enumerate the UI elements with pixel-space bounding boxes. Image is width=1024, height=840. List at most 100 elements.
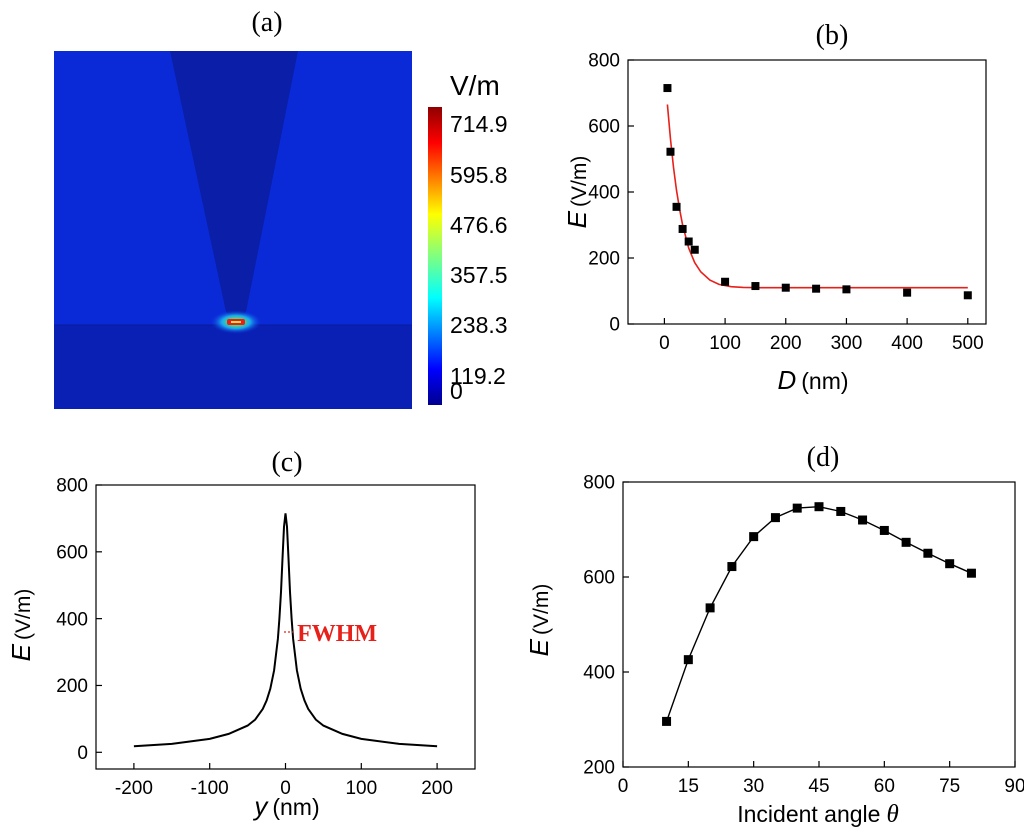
x-tick-label-d: 30 (743, 776, 764, 797)
data-point (879, 525, 889, 535)
axis-label-x-d: Incident angle θ (737, 801, 899, 828)
plot-frame-b (627, 59, 987, 325)
x-var-c: y (252, 791, 269, 821)
axis-label-y-b: E (V/m) (562, 156, 592, 229)
y-var-c: E (6, 643, 36, 661)
panel-a: (a) V/m 714.9 595.8 476.6 357.5 238.3 11… (54, 7, 508, 409)
colorbar-gradient (428, 107, 442, 405)
x-tick-label-c: 0 (280, 778, 291, 799)
data-point (781, 283, 790, 292)
axis-label-y-d: E (V/m) (524, 584, 554, 657)
y-tick-label-d: 400 (583, 663, 615, 684)
data-point (901, 537, 911, 547)
colorbar: V/m 714.9 595.8 476.6 357.5 238.3 119.2 … (428, 70, 508, 405)
data-point (963, 291, 972, 300)
colorbar-tick: 119.2 (450, 363, 506, 389)
probe-tip (170, 51, 298, 317)
data-point (683, 655, 693, 665)
x-tick-label-d: 15 (678, 776, 699, 797)
data-point (690, 245, 699, 254)
data-point (945, 559, 955, 569)
panel-a-label: (a) (251, 7, 282, 38)
plot-frame-c (95, 484, 476, 770)
axes-b: 0 100 200 300 400 500 0 200 400 600 800 (588, 51, 983, 354)
colorbar-tick: 357.5 (450, 262, 508, 288)
y-tick-label-b: 400 (588, 183, 620, 204)
data-point (792, 503, 802, 513)
x-tick-label-c: 200 (421, 778, 453, 799)
panel-c-label: (c) (271, 447, 302, 478)
colorbar-tick: 238.3 (450, 312, 508, 338)
angle-series-line (665, 505, 972, 722)
data-point (751, 282, 760, 291)
axis-label-y-c: E (V/m) (6, 589, 36, 662)
x-tick-label-b: 0 (659, 333, 670, 354)
axis-label-x-b: D (nm) (777, 365, 848, 395)
x-tick-label-b: 400 (891, 333, 923, 354)
x-tick-label-d: 0 (618, 776, 629, 797)
x-var-b: D (777, 365, 796, 395)
axis-label-x-c: y (nm) (252, 791, 319, 821)
x-unit-b: (nm) (801, 368, 848, 394)
axes-c: -200 -100 0 100 200 0 200 400 600 800 (56, 476, 453, 799)
data-point (812, 284, 821, 293)
x-tick-label-d: 45 (808, 776, 829, 797)
y-unit-c: (V/m) (12, 589, 35, 640)
x-tick-label-d: 75 (939, 776, 960, 797)
panel-b-label: (b) (816, 20, 849, 51)
y-tick-label-b: 200 (588, 249, 620, 270)
x-tick-label-c: -200 (115, 778, 153, 799)
fwhm-label: FWHM (297, 621, 377, 647)
x-tick-label-b: 100 (709, 333, 741, 354)
x-tick-label-c: -100 (191, 778, 229, 799)
x-tick-label-b: 500 (952, 333, 984, 354)
field-map (54, 51, 412, 409)
colorbar-tick: 714.9 (450, 111, 508, 137)
y-tick-label-d: 800 (583, 473, 615, 494)
data-point (770, 513, 780, 523)
y-var-d: E (524, 638, 554, 656)
data-point (678, 224, 687, 233)
x-unit-c: (nm) (272, 794, 319, 820)
y-tick-label-d: 600 (583, 568, 615, 589)
data-point (666, 147, 675, 156)
colorbar-unit: V/m (450, 70, 500, 101)
y-tick-label-c: 200 (56, 676, 88, 697)
x-symbol-d: θ (886, 801, 898, 828)
data-point (662, 716, 672, 726)
data-point (721, 277, 730, 286)
data-point (663, 84, 672, 93)
y-unit-d: (V/m) (530, 584, 553, 635)
data-points-d (662, 502, 976, 726)
data-point (672, 202, 681, 211)
colorbar-tick: 595.8 (450, 162, 508, 188)
y-unit-b: (V/m) (568, 156, 591, 207)
y-tick-label-c: 600 (56, 542, 88, 563)
hotspot-center (231, 321, 241, 323)
x-tick-label-d: 60 (874, 776, 895, 797)
y-tick-label-b: 0 (609, 315, 620, 336)
panel-d: (d) 0 15 30 45 60 75 90 200 400 600 800 Incident a… (524, 442, 1024, 828)
substrate (54, 325, 412, 409)
colorbar-tick: 0 (450, 378, 463, 404)
data-point (749, 532, 759, 542)
data-point (836, 506, 846, 516)
x-tick-label-c: 100 (345, 778, 377, 799)
y-tick-label-d: 200 (583, 758, 615, 779)
data-points-b (663, 84, 972, 300)
plot-frame-d (622, 481, 1016, 768)
x-tick-label-d: 90 (1004, 776, 1024, 797)
data-point (842, 285, 851, 294)
data-point (684, 237, 693, 246)
data-point (727, 562, 737, 572)
data-point (705, 603, 715, 613)
panel-d-label: (d) (807, 442, 840, 473)
field-profile-line (133, 513, 438, 748)
data-point (903, 288, 912, 297)
y-tick-label-c: 400 (56, 609, 88, 630)
y-tick-label-b: 800 (588, 51, 620, 72)
y-tick-label-b: 600 (588, 117, 620, 138)
